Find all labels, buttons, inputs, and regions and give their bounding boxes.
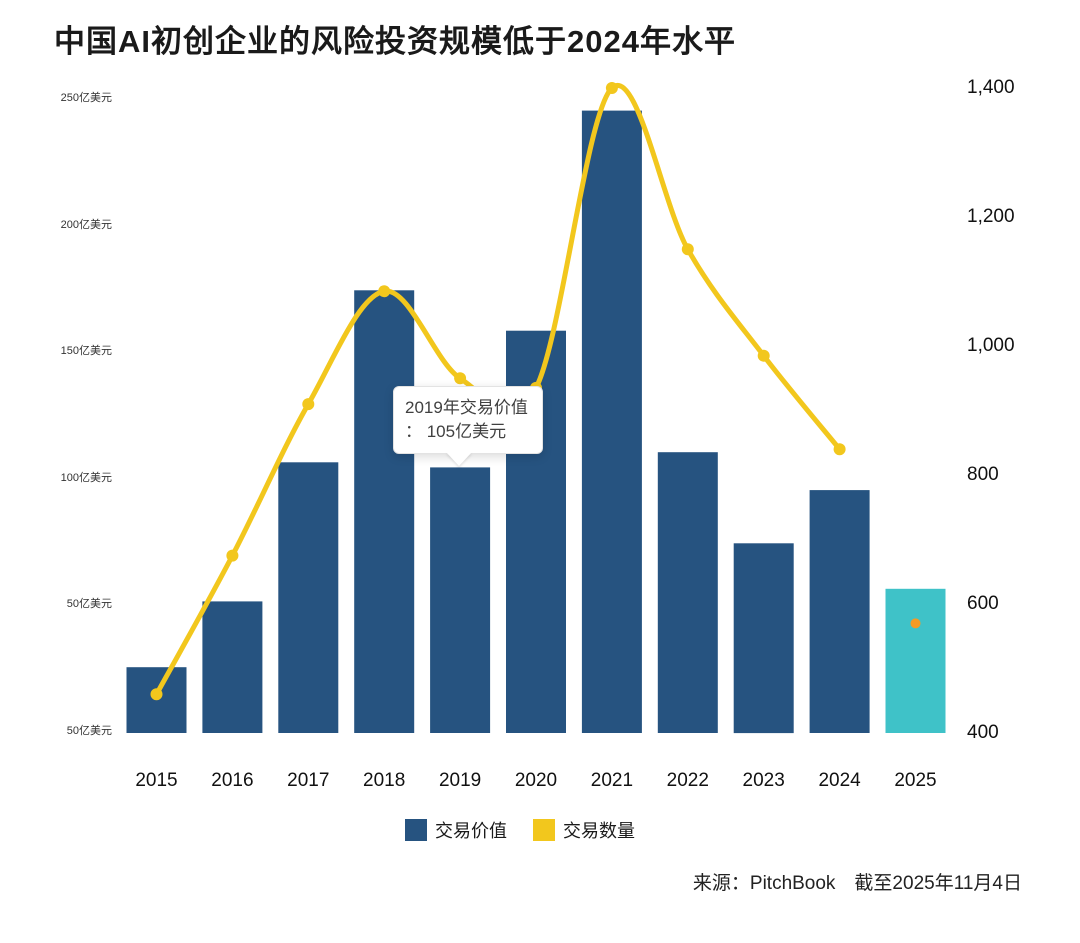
x-axis-label-2019: 2019: [438, 770, 482, 791]
deal-count-swatch: [533, 819, 555, 841]
right-axis-tick-4: 600: [967, 593, 999, 614]
tooltip-arrow: [446, 452, 472, 467]
tooltip-2019: 2019年交易价值 ： 105亿美元: [393, 386, 543, 467]
x-axis-label-2020: 2020: [514, 770, 558, 791]
left-axis-tick-4: 50亿美元: [66, 598, 112, 610]
tooltip-line1: 2019年交易价值: [405, 398, 528, 417]
source-note: 来源：PitchBook 截至2025年11月4日: [692, 873, 1022, 894]
deal-count-point-2017[interactable]: [302, 398, 315, 411]
left-axis-tick-2: 150亿美元: [60, 345, 112, 357]
x-axis-label-2015: 2015: [135, 770, 178, 791]
deal-count-label: 交易数量: [563, 821, 635, 841]
deal-count-point-2018[interactable]: [378, 285, 391, 298]
x-axis-label-2016: 2016: [211, 770, 254, 791]
deal-count-point-2025-estimate[interactable]: [910, 618, 921, 629]
deal-value-bar-2024[interactable]: [809, 490, 870, 733]
deal-value-bar-2018[interactable]: [354, 290, 415, 733]
legend: 交易价值 交易数量: [0, 817, 1040, 843]
deal-count-point-2022[interactable]: [681, 243, 694, 256]
deal-value-bar-2016[interactable]: [202, 601, 263, 733]
left-axis-tick-0: 250亿美元: [60, 92, 112, 104]
deal-value-swatch: [405, 819, 427, 841]
deal-count-point-2015[interactable]: [150, 688, 163, 701]
x-axis-label-2017: 2017: [287, 770, 330, 791]
deal-value-bar-2025[interactable]: [885, 588, 946, 733]
left-axis-tick-5: 50亿美元: [66, 724, 112, 737]
x-axis-label-2021: 2021: [590, 770, 634, 791]
deal-count-point-2019[interactable]: [454, 372, 467, 385]
right-axis-tick-0: 1,400: [967, 77, 1015, 98]
left-axis-tick-1: 200亿美元: [60, 218, 112, 231]
right-axis-tick-2: 1,000: [967, 335, 1015, 356]
deal-value-bar-2023[interactable]: [733, 543, 794, 734]
right-axis-tick-1: 1,200: [967, 206, 1015, 227]
deal-value-label: 交易价值: [435, 821, 507, 841]
legend-item-deal-count[interactable]: 交易数量: [533, 817, 635, 843]
left-axis-tick-3: 100亿美元: [60, 471, 112, 484]
x-axis-label-2023: 2023: [742, 770, 785, 791]
tooltip-line2: ： 105亿美元: [405, 422, 507, 442]
deal-count-point-2016[interactable]: [226, 549, 239, 562]
legend-item-deal-value[interactable]: 交易价值: [405, 817, 507, 843]
x-axis-label-2024: 2024: [818, 770, 861, 791]
right-axis-tick-5: 400: [967, 722, 999, 743]
x-axis-label-2022: 2022: [666, 770, 709, 791]
deal-value-bar-2021[interactable]: [581, 110, 642, 734]
deal-count-point-2023[interactable]: [757, 349, 770, 362]
right-axis-tick-3: 800: [967, 464, 999, 485]
deal-value-bar-2022[interactable]: [657, 452, 718, 733]
deal-value-bar-2019[interactable]: [430, 467, 491, 733]
deal-count-point-2021[interactable]: [605, 82, 618, 94]
x-axis-label-2025: 2025: [894, 770, 937, 791]
x-axis-label-2018: 2018: [363, 770, 406, 791]
chart-title: 中国AI初创企业的风险投资规模低于2024年水平: [54, 24, 736, 59]
deal-count-point-2024[interactable]: [833, 443, 846, 456]
deal-value-bar-2017[interactable]: [278, 462, 339, 733]
